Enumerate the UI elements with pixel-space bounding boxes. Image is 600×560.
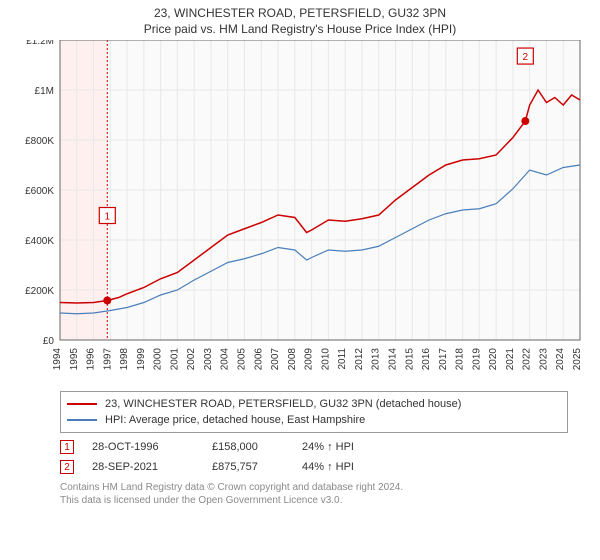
svg-text:2015: 2015 bbox=[404, 348, 415, 371]
svg-text:1996: 1996 bbox=[86, 348, 97, 371]
svg-text:2018: 2018 bbox=[455, 348, 466, 371]
svg-text:2010: 2010 bbox=[320, 348, 331, 371]
svg-text:2011: 2011 bbox=[337, 348, 348, 370]
legend-swatch bbox=[67, 403, 97, 405]
svg-text:£1M: £1M bbox=[35, 86, 54, 97]
svg-text:2023: 2023 bbox=[538, 348, 549, 371]
svg-text:1995: 1995 bbox=[69, 348, 80, 371]
svg-text:2012: 2012 bbox=[354, 348, 365, 371]
chart-subtitle: Price paid vs. HM Land Registry's House … bbox=[0, 20, 600, 40]
svg-text:2017: 2017 bbox=[438, 348, 449, 371]
footer-line1: Contains HM Land Registry data © Crown c… bbox=[60, 481, 568, 494]
svg-text:£800K: £800K bbox=[25, 136, 54, 147]
marker-row: 1 28-OCT-1996£158,00024% ↑ HPI bbox=[60, 437, 568, 457]
svg-text:2020: 2020 bbox=[488, 348, 499, 371]
svg-text:£600K: £600K bbox=[25, 186, 54, 197]
svg-text:2: 2 bbox=[523, 52, 529, 63]
marker-price: £158,000 bbox=[212, 441, 302, 453]
svg-text:2005: 2005 bbox=[237, 348, 248, 371]
legend-label: HPI: Average price, detached house, East… bbox=[105, 414, 365, 426]
marker-number-box: 1 bbox=[60, 440, 74, 454]
svg-text:1994: 1994 bbox=[52, 348, 63, 371]
marker-row: 2 28-SEP-2021£875,75744% ↑ HPI bbox=[60, 457, 568, 477]
marker-date: 28-OCT-1996 bbox=[92, 441, 212, 453]
svg-text:1997: 1997 bbox=[102, 348, 113, 371]
svg-text:1999: 1999 bbox=[136, 348, 147, 371]
svg-text:2009: 2009 bbox=[304, 348, 315, 371]
svg-text:2014: 2014 bbox=[387, 348, 398, 371]
chart-legend: 23, WINCHESTER ROAD, PETERSFIELD, GU32 3… bbox=[60, 391, 568, 433]
svg-text:2001: 2001 bbox=[169, 348, 180, 371]
legend-label: 23, WINCHESTER ROAD, PETERSFIELD, GU32 3… bbox=[105, 398, 461, 410]
svg-text:1998: 1998 bbox=[119, 348, 130, 371]
chart-container: 23, WINCHESTER ROAD, PETERSFIELD, GU32 3… bbox=[0, 0, 600, 560]
marker-table: 1 28-OCT-1996£158,00024% ↑ HPI 2 28-SEP-202… bbox=[60, 437, 568, 477]
svg-text:2003: 2003 bbox=[203, 348, 214, 371]
footer-attribution: Contains HM Land Registry data © Crown c… bbox=[60, 481, 568, 507]
svg-text:£400K: £400K bbox=[25, 236, 54, 247]
svg-text:2004: 2004 bbox=[220, 348, 231, 371]
svg-text:2019: 2019 bbox=[471, 348, 482, 371]
svg-text:£0: £0 bbox=[43, 336, 55, 347]
svg-text:2006: 2006 bbox=[253, 348, 264, 371]
svg-text:2007: 2007 bbox=[270, 348, 281, 371]
legend-swatch bbox=[67, 419, 97, 421]
svg-text:2013: 2013 bbox=[371, 348, 382, 371]
chart-title: 23, WINCHESTER ROAD, PETERSFIELD, GU32 3… bbox=[0, 0, 600, 20]
marker-price: £875,757 bbox=[212, 461, 302, 473]
svg-text:1: 1 bbox=[105, 212, 111, 223]
line-chart-svg: £0 £200K £400K £600K £800K £1M £1.2M 1994 1995 19… bbox=[0, 40, 600, 380]
svg-text:2021: 2021 bbox=[505, 348, 516, 371]
legend-item: HPI: Average price, detached house, East… bbox=[67, 412, 561, 428]
svg-text:2008: 2008 bbox=[287, 348, 298, 371]
svg-text:2016: 2016 bbox=[421, 348, 432, 371]
chart-plot-area: £0 £200K £400K £600K £800K £1M £1.2M 1994 1995 19… bbox=[0, 40, 600, 385]
svg-text:2002: 2002 bbox=[186, 348, 197, 371]
svg-text:2024: 2024 bbox=[555, 348, 566, 371]
svg-text:2025: 2025 bbox=[572, 348, 583, 371]
svg-text:2022: 2022 bbox=[522, 348, 533, 371]
marker-date: 28-SEP-2021 bbox=[92, 461, 212, 473]
marker-pct: 44% ↑ HPI bbox=[302, 461, 412, 473]
marker-pct: 24% ↑ HPI bbox=[302, 441, 412, 453]
svg-text:£200K: £200K bbox=[25, 286, 54, 297]
svg-text:£1.2M: £1.2M bbox=[26, 40, 54, 47]
svg-text:2000: 2000 bbox=[153, 348, 164, 371]
footer-line2: This data is licensed under the Open Gov… bbox=[60, 494, 568, 507]
legend-item: 23, WINCHESTER ROAD, PETERSFIELD, GU32 3… bbox=[67, 396, 561, 412]
marker-number-box: 2 bbox=[60, 460, 74, 474]
